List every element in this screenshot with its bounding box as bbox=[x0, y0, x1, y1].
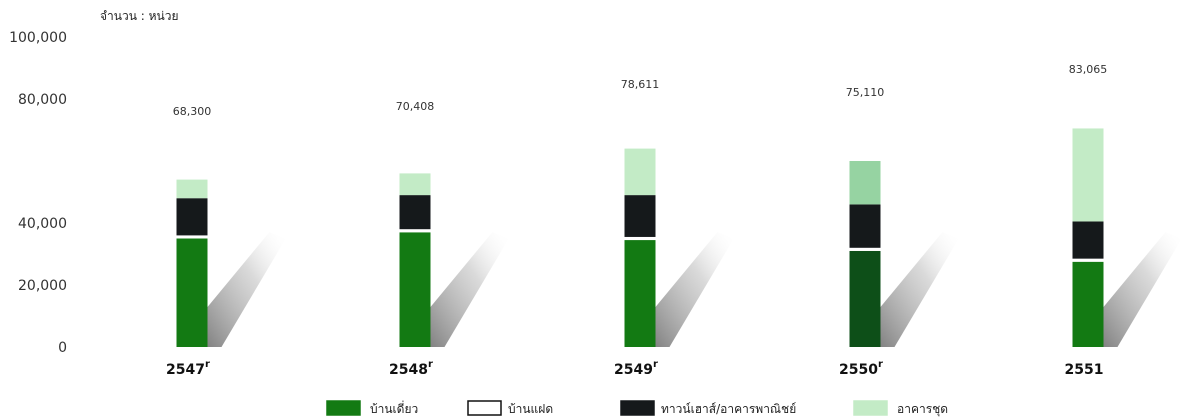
x-tick-label: 2549r bbox=[614, 359, 658, 378]
x-tick-superscript: r bbox=[653, 359, 658, 370]
bar-segment bbox=[624, 240, 656, 347]
bar-segment bbox=[849, 204, 881, 248]
legend-swatch bbox=[326, 400, 361, 416]
total-label: 83,065 bbox=[1069, 63, 1108, 76]
bar-shadow bbox=[1103, 232, 1182, 347]
bar-segment bbox=[1072, 258, 1104, 262]
legend-label: อาคารชุด bbox=[897, 402, 948, 417]
x-tick-label: 2550r bbox=[839, 359, 883, 378]
bars bbox=[176, 128, 1104, 347]
x-tick-label: 2547r bbox=[166, 359, 210, 378]
legend-label: บ้านแฝด bbox=[508, 402, 553, 416]
y-tick-label: 100,000 bbox=[9, 30, 67, 46]
x-tick-label: 2548r bbox=[389, 359, 433, 378]
bar-segment bbox=[399, 229, 431, 233]
total-labels: 68,300 70,408 78,611 75,110 83,065 bbox=[173, 63, 1108, 118]
total-label: 75,110 bbox=[846, 86, 885, 99]
x-tick-superscript: r bbox=[428, 359, 433, 370]
x-axis: 2547r 2548r 2549r 2550r 2551 bbox=[166, 359, 1103, 378]
bar-segment bbox=[624, 148, 656, 196]
bar-segment bbox=[849, 250, 881, 347]
bar-segment bbox=[176, 179, 208, 199]
bar-segment bbox=[399, 232, 431, 347]
bar-segment bbox=[1072, 261, 1104, 347]
legend: บ้านเดี่ยว บ้านแฝด ทาวน์เฮาส์/อาคารพาณิชย์… bbox=[326, 400, 948, 417]
bar-segment bbox=[624, 236, 656, 241]
unit-label: จำนวน : หน่วย bbox=[100, 9, 178, 23]
legend-label: บ้านเดี่ยว bbox=[370, 400, 418, 416]
bar-shadow bbox=[207, 232, 286, 347]
bar-segment bbox=[399, 195, 431, 230]
legend-label: ทาวน์เฮาส์/อาคารพาณิชย์ bbox=[661, 402, 796, 416]
bar-segment bbox=[849, 247, 881, 251]
y-tick-label: 40,000 bbox=[18, 216, 67, 232]
total-label: 68,300 bbox=[173, 105, 212, 118]
bar-shadow bbox=[430, 232, 509, 347]
bar-shadow bbox=[655, 232, 734, 347]
bar-segment bbox=[399, 173, 431, 196]
bar-segment bbox=[1072, 221, 1104, 259]
bar-segment bbox=[624, 195, 656, 237]
bar-shadow bbox=[880, 232, 959, 347]
y-tick-label: 80,000 bbox=[18, 92, 67, 108]
legend-swatch bbox=[620, 400, 655, 416]
y-axis: 0 20,000 40,000 80,000 100,000 bbox=[9, 30, 67, 356]
y-tick-label: 20,000 bbox=[18, 278, 67, 294]
bar-shadows bbox=[207, 232, 1182, 347]
total-label: 78,611 bbox=[621, 78, 660, 91]
bar-segment bbox=[176, 235, 208, 239]
x-tick-superscript: r bbox=[878, 359, 883, 370]
legend-swatch bbox=[467, 400, 502, 416]
bar-segment bbox=[849, 161, 881, 205]
y-tick-label: 0 bbox=[58, 340, 67, 356]
bar-segment bbox=[176, 238, 208, 347]
x-tick-label: 2551 bbox=[1065, 362, 1104, 378]
x-tick-superscript: r bbox=[205, 359, 210, 370]
bar-segment bbox=[1072, 128, 1104, 222]
legend-swatch bbox=[853, 400, 888, 416]
total-label: 70,408 bbox=[396, 100, 435, 113]
bar-segment bbox=[176, 198, 208, 236]
